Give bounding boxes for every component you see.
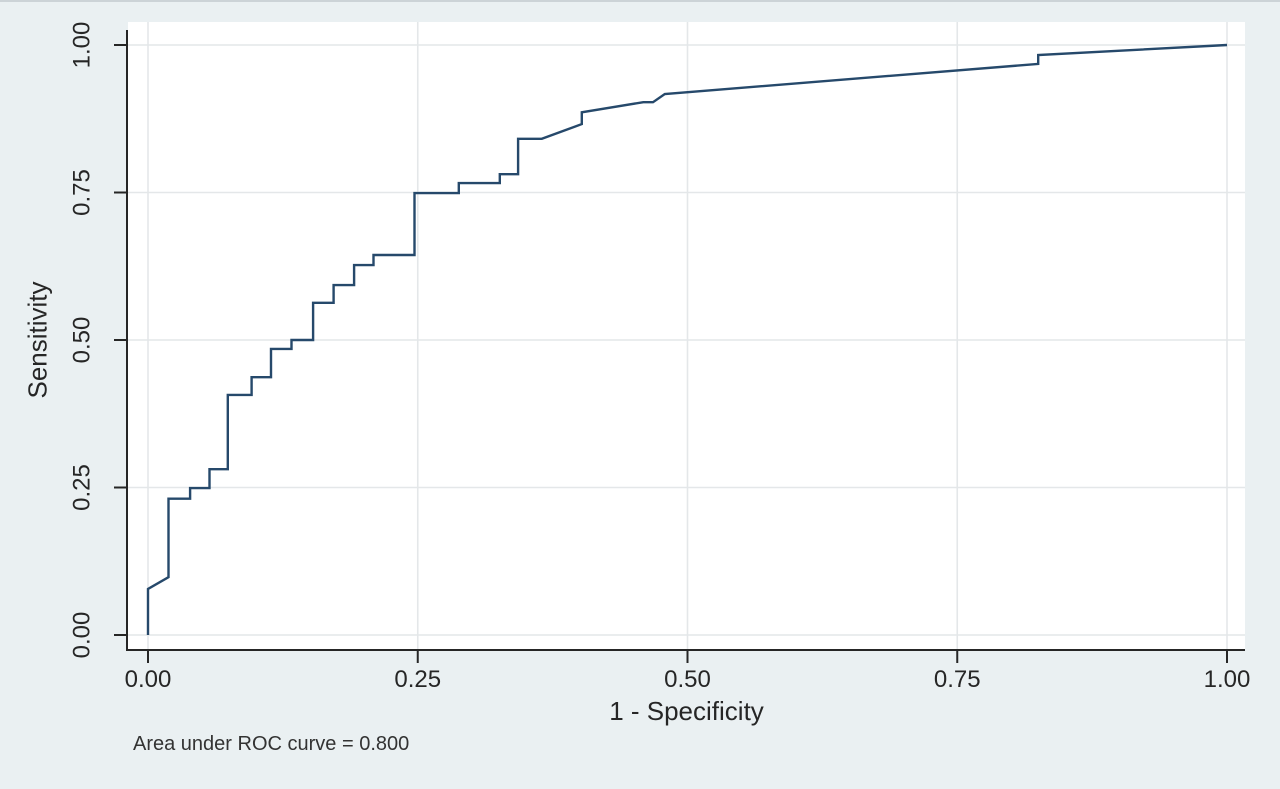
y-tick-label: 1.00 bbox=[69, 22, 96, 69]
x-tick-label: 0.25 bbox=[394, 666, 441, 693]
y-tick-label: 0.25 bbox=[69, 464, 96, 511]
plot-area bbox=[128, 22, 1245, 650]
x-axis-title: 1 - Specificity bbox=[609, 696, 764, 726]
y-tick-label: 0.50 bbox=[69, 317, 96, 364]
x-tick-label: 0.75 bbox=[934, 666, 981, 693]
x-tick-label: 1.00 bbox=[1204, 666, 1251, 693]
y-tick-label: 0.00 bbox=[69, 612, 96, 659]
y-tick-label: 0.75 bbox=[69, 169, 96, 216]
roc-curve-line bbox=[146, 43, 1228, 635]
auc-annotation: Area under ROC curve = 0.800 bbox=[133, 733, 410, 755]
x-tick-label: 0.00 bbox=[125, 666, 172, 693]
x-tick-label: 0.50 bbox=[664, 666, 711, 693]
y-axis-title: Sensitivity bbox=[22, 281, 53, 399]
